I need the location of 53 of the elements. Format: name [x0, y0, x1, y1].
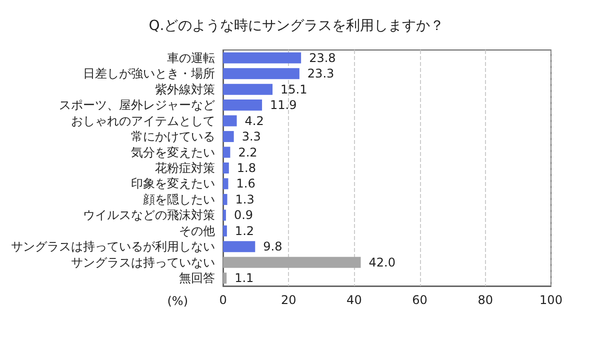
y-tick-label: スポーツ、屋外レジャーなど: [59, 98, 215, 112]
bar: [223, 256, 361, 268]
data-label: 4.2: [244, 114, 264, 128]
y-tick-label: 花粉症対策: [155, 161, 215, 175]
x-tick-label: 100: [540, 293, 562, 307]
y-tick-label: おしゃれのアイテムとして: [71, 114, 215, 128]
data-label: 11.9: [270, 98, 297, 112]
x-tick-label: 60: [412, 293, 428, 307]
y-tick-label: サングラスは持っていない: [71, 255, 215, 270]
y-tick-label: 気分を変えたい: [131, 145, 215, 160]
bar: [223, 225, 227, 236]
data-label: 2.2: [238, 145, 258, 160]
bar: [223, 210, 226, 221]
bar: [223, 131, 234, 142]
x-tick-label: 0: [219, 293, 227, 307]
data-label: 15.1: [280, 82, 308, 96]
bar: [223, 241, 256, 252]
y-tick-label: 紫外線対策: [155, 82, 215, 96]
y-tick-label: 無回答: [179, 271, 215, 286]
data-label: 9.8: [263, 240, 282, 254]
data-label: 23.8: [309, 50, 336, 65]
data-label: 23.3: [307, 66, 334, 81]
y-tick-label: ウイルスなどの飛沫対策: [83, 208, 215, 222]
bar: [223, 100, 262, 111]
bar: [223, 162, 229, 174]
bar: [223, 115, 237, 126]
data-label: 1.3: [235, 192, 254, 206]
x-tick-label: 40: [346, 293, 362, 307]
bar: [223, 272, 227, 284]
y-tick-label: 車の運転: [167, 50, 215, 65]
y-tick-label: 日差しが強いとき・場所: [83, 66, 215, 81]
data-label: 1.1: [234, 271, 254, 286]
bar: [223, 194, 228, 205]
x-tick-label: 20: [280, 293, 296, 307]
data-label: 1.8: [236, 161, 256, 175]
bar: [223, 178, 228, 190]
data-label: 1.6: [236, 176, 256, 191]
bar: [223, 52, 302, 64]
data-label: 3.3: [242, 130, 261, 144]
y-tick-label: その他: [179, 224, 215, 238]
y-tick-label: 印象を変えたい: [131, 176, 215, 191]
bar: [223, 146, 230, 158]
data-label: 42.0: [368, 255, 396, 270]
bar: [223, 84, 273, 95]
y-tick-label: 常にかけている: [131, 130, 215, 144]
data-label: 0.9: [234, 208, 254, 222]
x-tick-label: 80: [478, 293, 494, 307]
chart-title: Q.どのような時にサングラスを利用しますか？: [148, 18, 444, 34]
bar: [223, 68, 300, 80]
y-tick-label: 顔を隠したい: [143, 192, 215, 206]
data-label: 1.2: [234, 224, 254, 238]
x-axis-title: (%): [167, 294, 188, 308]
y-tick-label: サングラスは持っているが利用しない: [11, 240, 215, 254]
